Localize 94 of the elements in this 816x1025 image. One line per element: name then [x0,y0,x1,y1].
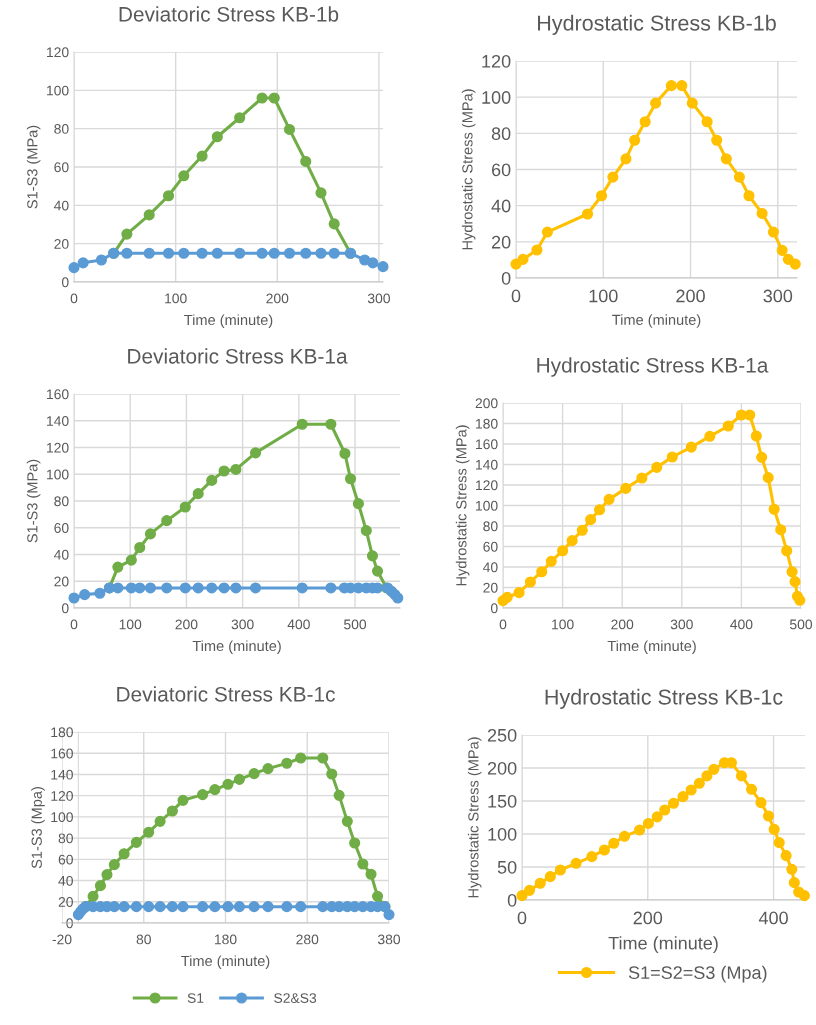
y-tick-label: 40 [58,875,73,886]
y-tick-label: 120 [47,442,69,453]
x-tick-label: 200 [175,619,198,630]
y-tick-label: 100 [476,500,498,511]
y-axis-title: S1-S3 (MPa) [26,459,41,543]
y-tick-label: 40 [54,200,69,211]
x-tick-label: 280 [296,934,319,945]
y-tick-label: 250 [487,728,517,742]
y-tick-label: 60 [491,163,511,177]
chart-title: Hydrostatic Stress KB-1c [545,688,783,709]
y-axis-title: Hydrostatic Stress (MPa) [467,737,482,898]
y-tick-label: 200 [487,761,517,775]
y-tick-label: 120 [51,791,73,801]
x-tick-label: 300 [367,293,390,304]
x-tick-label: 200 [676,289,705,303]
y-tick-label: 60 [58,854,73,865]
x-tick-label: 400 [287,619,310,630]
y-tick-label: 100 [482,91,511,104]
y-tick-label: 0 [61,603,69,614]
y-tick-label: 20 [54,239,69,249]
y-tick-label: 160 [51,748,73,759]
y-tick-label: 60 [483,541,498,552]
y-tick-label: 160 [47,389,69,400]
x-tick-label: 300 [231,619,254,630]
y-tick-label: 80 [54,496,69,507]
x-tick-label: 300 [670,619,693,630]
y-tick-label: 20 [483,582,498,593]
x-tick-label: 200 [266,293,289,304]
x-tick-label: 100 [165,293,187,304]
y-tick-label: 20 [54,576,69,587]
legend-label: S1 [187,993,204,1003]
x-tick-label: 80 [136,934,151,945]
x-tick-label: 300 [763,289,793,303]
legend-label: S1=S2=S3 (Mpa) [628,965,767,983]
y-tick-label: 80 [491,127,511,141]
x-axis-title: Time (minute) [192,640,281,654]
legend-label: S2&S3 [274,993,317,1003]
y-tick-label: 200 [475,398,498,409]
x-tick-label: 400 [730,619,753,630]
y-tick-label: 120 [47,47,69,58]
y-axis-title: Hydrostatic Stress (MPa) [455,425,470,586]
x-tick-label: -20 [52,934,72,945]
y-tick-label: 80 [58,833,73,844]
y-tick-label: 80 [54,124,69,134]
y-tick-label: 100 [47,85,69,96]
x-tick-label: 100 [119,619,142,630]
x-tick-label: 380 [377,934,401,945]
y-tick-label: 20 [491,235,511,249]
x-axis-title: Time (minute) [184,314,273,328]
y-axis-title: S1-S3 (MPa) [26,125,41,209]
x-axis-title: Time (minute) [607,640,696,654]
y-tick-label: 80 [483,521,498,532]
y-tick-label: 40 [54,549,69,560]
x-tick-label: 400 [758,911,788,925]
x-tick-label: 0 [517,911,527,925]
x-tick-label: 100 [589,289,618,303]
y-axis-title: S1-S3 (Mpa) [31,787,45,869]
y-tick-label: 0 [61,277,69,288]
y-tick-label: 120 [476,480,498,491]
y-tick-label: 140 [47,416,69,426]
x-tick-label: 200 [633,911,663,925]
y-tick-label: 160 [476,439,498,450]
y-tick-label: 140 [476,459,498,470]
y-tick-label: 0 [490,603,498,614]
chart-title: Hydrostatic Stress KB-1b [538,14,776,35]
x-axis-title: Time (minute) [181,955,270,969]
chart-title: Hydrostatic Stress KB-1a [537,357,769,377]
x-axis-title: Time (minute) [612,314,701,328]
y-tick-label: 0 [507,893,517,907]
y-tick-label: 40 [491,199,511,213]
y-tick-label: 60 [54,162,69,173]
chart-title: Deviatoric Stress KB-1b [119,6,339,22]
y-tick-label: 180 [476,418,498,429]
y-tick-label: 60 [54,523,69,533]
y-tick-label: 40 [483,562,498,573]
chart-title: Deviatoric Stress KB-1a [128,348,348,364]
x-tick-label: 500 [344,619,367,630]
x-tick-label: 500 [789,619,813,630]
chart-title: Deviatoric Stress KB-1c [117,686,335,702]
y-tick-label: 140 [51,769,73,780]
x-axis-title: Time (minute) [608,936,718,954]
y-tick-label: 100 [51,812,73,823]
x-tick-label: 180 [214,934,237,945]
y-tick-label: 100 [47,469,69,480]
y-tick-label: 0 [501,271,511,285]
y-axis-title: Hydrostatic Stress (MPa) [461,89,476,250]
y-tick-label: 20 [58,897,73,907]
x-tick-label: 200 [611,619,634,630]
y-tick-label: 150 [488,794,517,808]
y-tick-label: 100 [488,827,517,841]
y-tick-label: 50 [497,860,517,874]
x-tick-label: 100 [552,619,574,630]
y-tick-label: 180 [51,727,73,738]
y-tick-label: 120 [482,54,511,68]
